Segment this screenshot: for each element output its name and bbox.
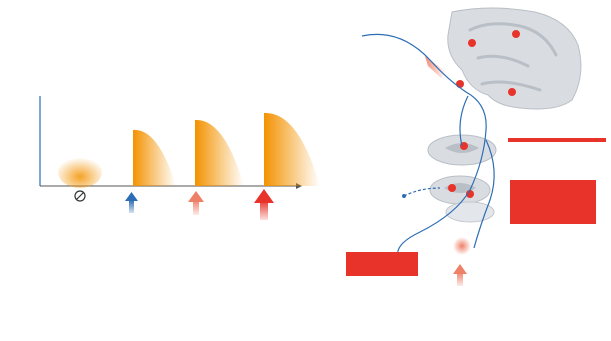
brain-highlight-arrow	[425, 56, 446, 78]
peripheral-pathway	[473, 139, 495, 249]
response-hump-2	[195, 119, 244, 186]
arrow-up-icon	[125, 192, 138, 213]
baseline-response-blob	[58, 156, 102, 188]
prohibited-icon	[74, 190, 86, 202]
pathway-end-dot	[402, 194, 406, 198]
red-label-mid-right	[510, 180, 596, 224]
descending-pathway	[459, 95, 469, 147]
arrow-up-icon	[453, 264, 467, 286]
arrow-up-icon	[254, 189, 274, 220]
brain-node	[456, 80, 464, 88]
response-hump-1	[133, 129, 176, 186]
spinal-node	[466, 190, 474, 198]
response-hump-3	[264, 112, 320, 186]
red-label-left	[346, 252, 418, 276]
brain-section	[447, 7, 582, 110]
brain-node	[512, 30, 520, 38]
spinal-cord-lower	[429, 175, 491, 205]
brain-node	[508, 88, 516, 96]
spinal-cord-tail	[445, 201, 495, 223]
arrow-up-icon	[188, 191, 204, 215]
red-label-top-right	[508, 138, 606, 142]
ascending-pathway	[361, 33, 487, 257]
spinal-cord-upper	[427, 134, 497, 166]
spinal-node	[448, 184, 456, 192]
brain-node	[468, 39, 476, 47]
peripheral-stimulus-spark	[453, 237, 471, 255]
